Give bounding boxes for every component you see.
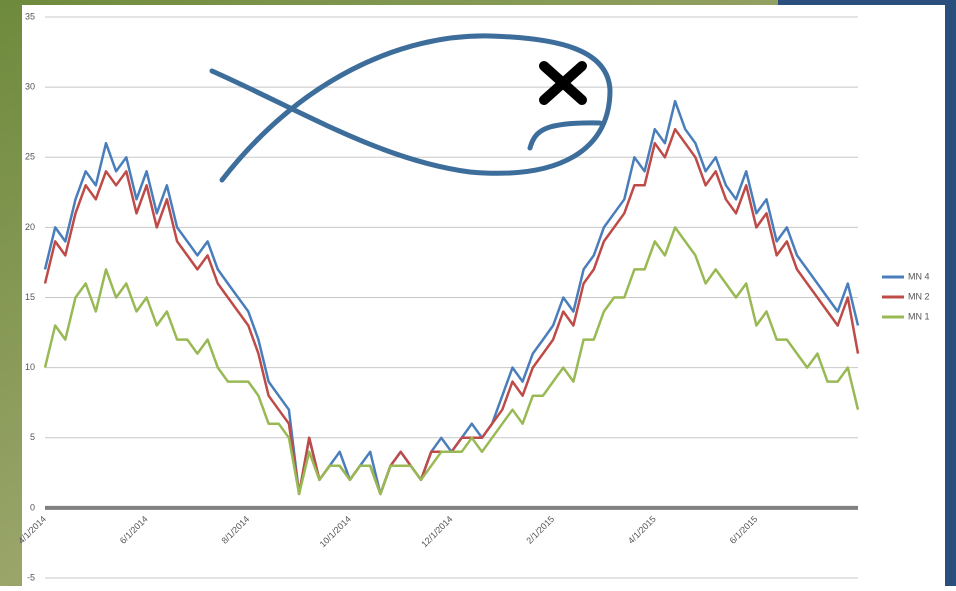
y-tick-label: 15: [25, 292, 35, 302]
legend-label: MN 2: [908, 291, 930, 301]
chart-area: [22, 5, 945, 586]
legend-label: MN 1: [908, 311, 930, 321]
y-tick-label: 30: [25, 82, 35, 92]
y-tick-label: 5: [30, 432, 35, 442]
y-tick-label: 0: [30, 502, 35, 512]
y-tick-label: -5: [27, 572, 35, 582]
y-tick-label: 35: [25, 11, 35, 21]
y-tick-label: 25: [25, 152, 35, 162]
eye-stroke: [539, 61, 587, 105]
doodle: [209, 33, 613, 183]
fish-eye: [539, 61, 587, 105]
y-tick-label: 20: [25, 222, 35, 232]
series-line: [43, 226, 860, 496]
legend-label: MN 4: [908, 271, 930, 281]
fish-mouth: [527, 120, 603, 151]
fish-outline: [209, 33, 613, 183]
y-tick-label: 10: [25, 362, 35, 372]
